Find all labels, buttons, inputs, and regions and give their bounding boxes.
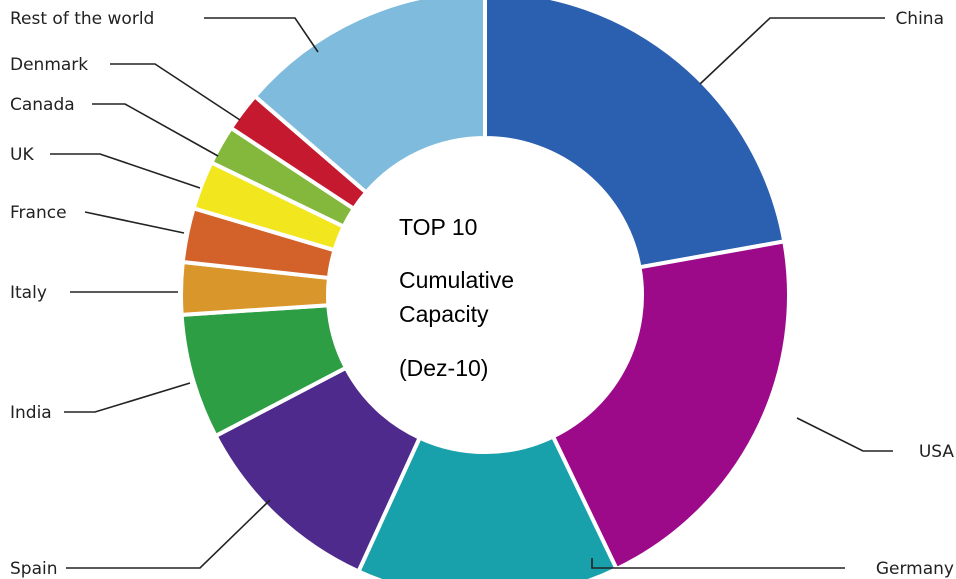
leader-lines xyxy=(50,17,893,569)
center-text-line-4: (Dez-10) xyxy=(399,355,488,381)
slice-label-usa: USA xyxy=(919,442,955,462)
leader-line-uk xyxy=(50,153,201,189)
slice-label-canada: Canada xyxy=(10,95,75,115)
leader-line-denmark xyxy=(110,63,241,121)
center-text-line-1: TOP 10 xyxy=(399,214,477,240)
slice-label-india: India xyxy=(10,403,52,423)
slice-label-china: China xyxy=(895,9,944,29)
leader-line-rest-of-the-world xyxy=(204,17,319,53)
slice-labels: China USA Germany Spain India Italy France UK Ca… xyxy=(10,9,954,579)
slice-label-uk: UK xyxy=(10,145,34,165)
slice-label-france: France xyxy=(10,203,67,223)
center-text-line-2: Cumulative xyxy=(399,267,514,293)
leader-line-canada xyxy=(92,103,219,157)
leader-line-usa xyxy=(796,417,893,452)
center-text-line-3: Capacity xyxy=(399,301,489,327)
slice-usa xyxy=(550,239,791,572)
slice-label-italy: Italy xyxy=(10,283,47,303)
center-text: TOP 10 Cumulative Capacity (Dez-10) xyxy=(399,214,514,381)
leader-line-china xyxy=(699,17,885,85)
leader-line-germany xyxy=(591,558,845,569)
slice-label-denmark: Denmark xyxy=(10,55,88,75)
leader-line-india xyxy=(64,382,191,413)
leader-line-spain xyxy=(66,499,271,569)
donut-hole xyxy=(328,138,642,452)
slice-label-germany: Germany xyxy=(876,559,954,579)
slice-label-rest-of-the-world: Rest of the world xyxy=(10,9,154,29)
slices-group xyxy=(179,0,791,579)
leader-line-france xyxy=(84,211,185,234)
slice-label-spain: Spain xyxy=(10,559,58,579)
